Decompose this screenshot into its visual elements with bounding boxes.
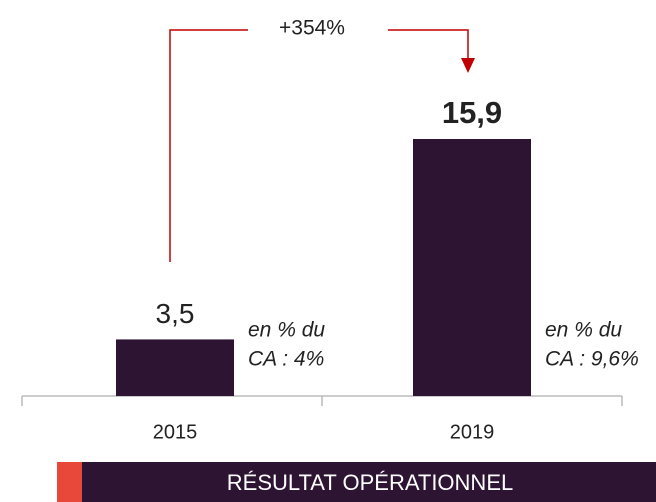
note: CA : 4% [248, 348, 324, 371]
note: en % du [248, 319, 325, 342]
arrow-head [461, 58, 475, 73]
value-label: 3,5 [156, 298, 195, 329]
arrow-line [169, 29, 248, 262]
value-label: 15,9 [442, 95, 502, 130]
note: CA : 9,6% [545, 348, 639, 371]
bar [116, 339, 234, 396]
arrow-line [388, 29, 469, 60]
footer-bar [57, 462, 656, 502]
note: en % du [545, 319, 622, 342]
x-tick-label: 2019 [450, 421, 495, 443]
bar [413, 139, 531, 396]
growth-annotation: +354% [279, 17, 345, 40]
x-tick-label: 2015 [153, 421, 198, 443]
footer-title: RÉSULTAT OPÉRATIONNEL [227, 470, 513, 495]
footer-accent [57, 462, 82, 502]
growth-arrow [169, 29, 475, 262]
